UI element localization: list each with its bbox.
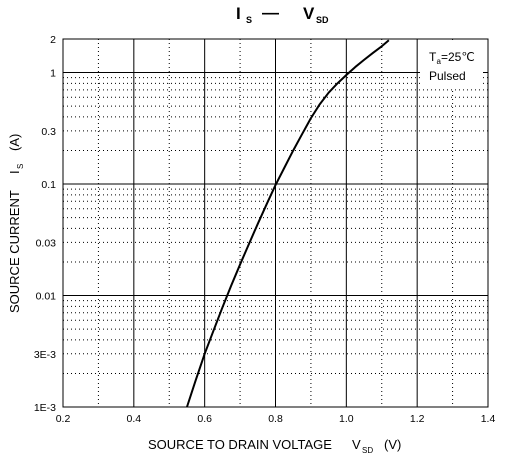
x-axis-label-symbol: V bbox=[352, 437, 361, 452]
chart-title: I S — V SD bbox=[236, 3, 329, 25]
x-tick-label: 0.6 bbox=[197, 413, 212, 425]
y-tick-labels: 2 1 0.3 0.1 0.03 0.01 3E-3 1E-3 bbox=[34, 34, 56, 414]
x-tick-label: 0.8 bbox=[268, 413, 283, 425]
x-tick-labels: 0.2 0.4 0.6 0.8 1.0 1.2 1.4 bbox=[56, 413, 496, 425]
series-line bbox=[186, 39, 390, 408]
annotation-second-line: Pulsed bbox=[429, 69, 466, 83]
x-tick-label: 1.2 bbox=[410, 413, 425, 425]
x-tick-label: 1.0 bbox=[339, 413, 354, 425]
annotation-value: =25℃ bbox=[441, 50, 475, 64]
x-axis-label-text: SOURCE TO DRAIN VOLTAGE bbox=[148, 437, 332, 452]
y-tick-label: 0.3 bbox=[41, 126, 56, 138]
annotation-background bbox=[420, 42, 483, 88]
y-tick-label: 1 bbox=[50, 68, 56, 80]
x-tick-label: 0.2 bbox=[56, 413, 71, 425]
y-axis-label-unit: (A) bbox=[7, 134, 22, 151]
y-axis-label-symbol: I bbox=[7, 170, 22, 174]
y-tick-label: 2 bbox=[50, 34, 56, 46]
annotation-symbol: T bbox=[429, 50, 437, 64]
annotation: T a =25℃ Pulsed bbox=[420, 42, 483, 88]
x-tick-label: 1.4 bbox=[481, 413, 496, 425]
y-axis-label-subscript: S bbox=[16, 164, 25, 169]
title-left-subscript: S bbox=[246, 15, 252, 25]
series-layer bbox=[186, 39, 390, 408]
y-tick-label: 1E-3 bbox=[34, 402, 56, 414]
y-axis-label: SOURCE CURRENT I S (A) bbox=[7, 134, 25, 313]
y-tick-label: 0.03 bbox=[36, 237, 57, 249]
y-tick-label: 0.1 bbox=[41, 179, 56, 191]
y-tick-label: 3E-3 bbox=[34, 349, 56, 361]
annotation-subscript: a bbox=[437, 57, 442, 66]
title-dash: — bbox=[262, 3, 279, 22]
x-axis-label-unit: (V) bbox=[384, 437, 401, 452]
y-axis-label-text: SOURCE CURRENT bbox=[7, 190, 22, 313]
x-tick-label: 0.4 bbox=[127, 413, 142, 425]
plot-frame bbox=[62, 38, 489, 408]
title-right-symbol: V bbox=[303, 4, 315, 23]
title-left-symbol: I bbox=[236, 4, 241, 23]
grid bbox=[63, 39, 488, 407]
x-axis-label: SOURCE TO DRAIN VOLTAGE V SD (V) bbox=[148, 437, 401, 455]
title-right-subscript: SD bbox=[316, 15, 329, 25]
y-tick-label: 0.01 bbox=[36, 291, 57, 303]
x-axis-label-subscript: SD bbox=[362, 446, 373, 455]
